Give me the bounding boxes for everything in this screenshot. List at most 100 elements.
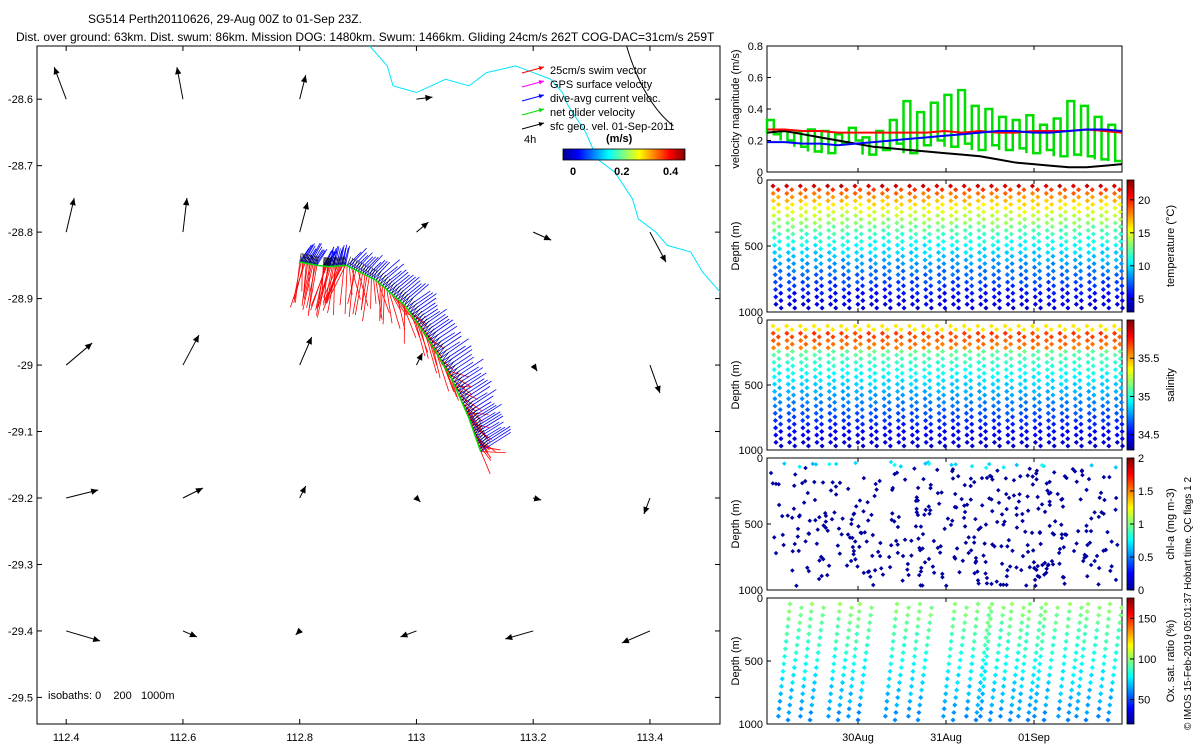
temperature-point: [1030, 198, 1036, 204]
salinity-point: [964, 432, 970, 438]
salinity-point: [1059, 410, 1065, 416]
salinity-point: [776, 348, 782, 355]
temperature-point: [901, 298, 907, 304]
temperature-point: [804, 238, 810, 245]
salinity-point: [899, 356, 905, 362]
temperature-point: [860, 298, 866, 304]
oxygen-point: [913, 638, 919, 644]
salinity-point: [991, 410, 997, 416]
oxygen-point: [1038, 612, 1044, 618]
chla-point: [789, 515, 795, 521]
salinity-point: [1114, 432, 1120, 438]
oxygen-point: [850, 668, 856, 674]
chla-point: [797, 464, 802, 470]
temperature-point: [975, 183, 981, 189]
salinity-point: [805, 414, 811, 420]
temperature-point: [939, 187, 945, 193]
oxygen-point: [1069, 687, 1075, 693]
salinity-point: [948, 330, 954, 336]
temperature-point: [988, 183, 995, 189]
salinity-point: [978, 432, 984, 438]
temperature-point: [983, 305, 989, 311]
oxygen-point: [1076, 691, 1082, 697]
temperature-point: [1086, 249, 1092, 256]
temperature-point: [817, 224, 823, 230]
temperature-point: [920, 190, 926, 196]
temperature-point: [881, 249, 887, 256]
temperature-point: [1118, 238, 1124, 245]
temperature-point: [900, 283, 907, 289]
oxygen-point: [1039, 605, 1045, 611]
salinity-point: [923, 432, 929, 438]
salinity-point: [968, 377, 974, 384]
temperature-point: [1050, 261, 1056, 267]
temperature-point: [1046, 294, 1052, 300]
temperature-point: [1104, 253, 1111, 259]
salinity-point: [872, 377, 878, 384]
salinity-point: [1005, 439, 1011, 445]
temperature-point: [996, 268, 1002, 274]
oxygen-point: [1055, 605, 1061, 611]
temperature-point: [813, 272, 819, 278]
oxygen-point: [1094, 627, 1100, 633]
salinity-point: [1008, 370, 1014, 376]
temperature-point: [907, 205, 913, 211]
net-vector: [368, 267, 374, 277]
chla-ytick-label: 500: [745, 519, 763, 531]
geo-vector-arrow: [530, 363, 538, 372]
salinity-point: [963, 396, 969, 402]
oxygen-point: [1049, 650, 1055, 656]
oxygen-point: [980, 691, 986, 697]
oxygen-point: [839, 680, 846, 686]
salinity-point: [887, 421, 893, 427]
chla-point: [770, 481, 776, 486]
chla-point: [1051, 470, 1057, 475]
temperature-point: [1085, 220, 1091, 226]
chla-point: [999, 512, 1005, 517]
temperature-point: [811, 190, 817, 196]
salinity-point: [859, 385, 865, 391]
oxygen-point: [1105, 623, 1111, 629]
oxygen-point: [957, 657, 963, 663]
salinity-point: [1049, 356, 1055, 362]
dac-vector: [434, 331, 462, 350]
oxygen-point: [1038, 646, 1044, 652]
chla-point: [779, 513, 785, 519]
temperature-point: [1035, 224, 1042, 230]
salinity-point: [1114, 410, 1120, 416]
map-ytick-label: -28.6: [8, 94, 33, 106]
temperature-point: [927, 261, 933, 267]
salinity-point: [953, 334, 959, 340]
temperature-point: [873, 261, 879, 267]
salinity-point: [1010, 443, 1016, 449]
salinity-point: [912, 327, 918, 333]
temperature-point: [975, 198, 981, 204]
temperature-point: [1105, 268, 1111, 274]
chla-point: [794, 583, 799, 588]
chla-point: [1084, 487, 1089, 493]
dac-vector: [377, 266, 398, 283]
temperature-point: [955, 283, 961, 289]
temperature-point: [841, 286, 847, 293]
swim-vector: [388, 291, 401, 329]
dac-vector: [349, 247, 367, 268]
salinity-point: [936, 396, 942, 402]
temperature-point: [1035, 216, 1041, 222]
oxygen-point: [843, 650, 849, 656]
dac-vector: [450, 361, 474, 378]
temperature-point: [1049, 238, 1056, 245]
oxygen-point: [1101, 661, 1107, 667]
salinity-point: [1045, 417, 1052, 424]
chla-point: [1003, 476, 1009, 481]
oxygen-point: [1078, 668, 1084, 674]
salinity-point: [1090, 348, 1096, 355]
dac-vector: [474, 415, 504, 435]
salinity-point: [975, 323, 981, 329]
temperature-point: [778, 298, 784, 304]
temperature-point: [771, 220, 777, 226]
swim-vector: [360, 275, 368, 311]
temperature-point: [854, 257, 860, 263]
temperature-point: [886, 261, 892, 267]
salinity-point: [1021, 348, 1028, 355]
chla-point: [913, 498, 919, 504]
